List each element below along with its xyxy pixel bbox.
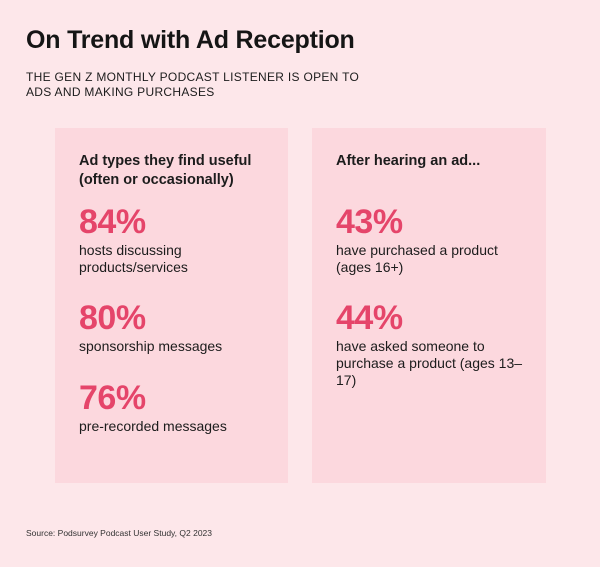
stat-value: 84% <box>79 203 146 241</box>
stat-purchased: 43% have purchased a product (ages 16+) <box>336 204 536 276</box>
stat-value: 76% <box>79 379 146 417</box>
stat-pre-recorded: 76% pre-recorded messages <box>79 380 279 435</box>
ad-types-card: Ad types they find useful (often or occa… <box>55 128 288 483</box>
stat-label: sponsorship messages <box>79 338 223 354</box>
page-subtitle: THE GEN Z MONTHLY PODCAST LISTENER IS OP… <box>26 70 360 99</box>
page-title: On Trend with Ad Reception <box>26 26 355 54</box>
stat-asked-someone: 44% have asked someone to purchase a pro… <box>336 300 536 389</box>
stat-label: have asked someone to purchase a product… <box>336 338 523 388</box>
stat-label: pre-recorded messages <box>79 418 227 434</box>
stat-value: 80% <box>79 299 146 337</box>
ad-types-heading: Ad types they find useful (often or occa… <box>79 153 252 188</box>
after-ad-heading: After hearing an ad... <box>336 153 481 169</box>
stat-value: 43% <box>336 203 403 241</box>
stat-sponsorship: 80% sponsorship messages <box>79 300 279 355</box>
stat-label: have purchased a product (ages 16+) <box>336 242 498 275</box>
stat-hosts-discussing: 84% hosts discussing products/services <box>79 204 279 276</box>
source-note: Source: Podsurvey Podcast User Study, Q2… <box>26 528 212 538</box>
stat-label: hosts discussing products/services <box>79 242 188 275</box>
stat-value: 44% <box>336 299 403 337</box>
after-ad-card: After hearing an ad... 43% have purchase… <box>312 128 546 483</box>
